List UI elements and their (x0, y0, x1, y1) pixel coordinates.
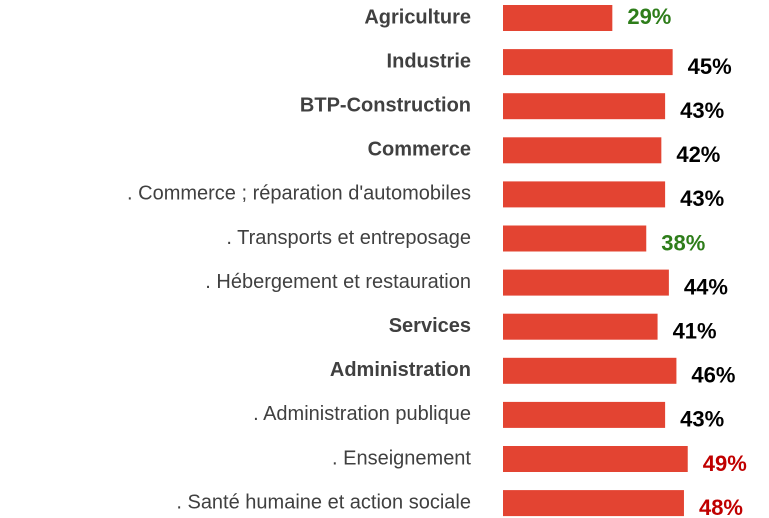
bar (503, 137, 662, 164)
value-label: 48% (699, 495, 743, 518)
bar (503, 269, 669, 296)
value-label: 43% (680, 186, 724, 211)
category-label: . Commerce ; réparation d'automobiles (127, 183, 471, 205)
bar (503, 490, 684, 517)
bar (503, 5, 613, 31)
category-label: . Administration publique (253, 403, 471, 425)
value-label: 41% (673, 319, 717, 344)
bar (503, 225, 647, 252)
value-label: 38% (661, 230, 705, 255)
category-label: Services (389, 315, 471, 337)
value-label: 44% (684, 274, 728, 299)
bar (503, 93, 666, 120)
category-label: Industrie (387, 50, 471, 72)
value-label: 49% (703, 451, 747, 476)
category-label: . Hébergement et restauration (205, 271, 471, 293)
bar (503, 446, 688, 472)
bar (503, 357, 677, 384)
value-label: 43% (680, 407, 724, 432)
category-label: . Santé humaine et action sociale (176, 491, 471, 513)
value-label: 46% (691, 363, 735, 388)
category-label: Agriculture (364, 6, 471, 28)
bar (503, 181, 666, 208)
category-label: Commerce (368, 139, 471, 161)
category-label: BTP-Construction (300, 94, 471, 116)
value-label: 42% (676, 142, 720, 167)
bar (503, 401, 666, 428)
bar (503, 49, 673, 76)
value-label: 45% (688, 54, 732, 79)
value-label: 29% (627, 4, 671, 29)
value-label: 43% (680, 98, 724, 123)
category-label: . Enseignement (332, 447, 471, 469)
category-label: Administration (330, 359, 471, 381)
bar (503, 313, 658, 340)
category-label: . Transports et entreposage (226, 227, 471, 249)
